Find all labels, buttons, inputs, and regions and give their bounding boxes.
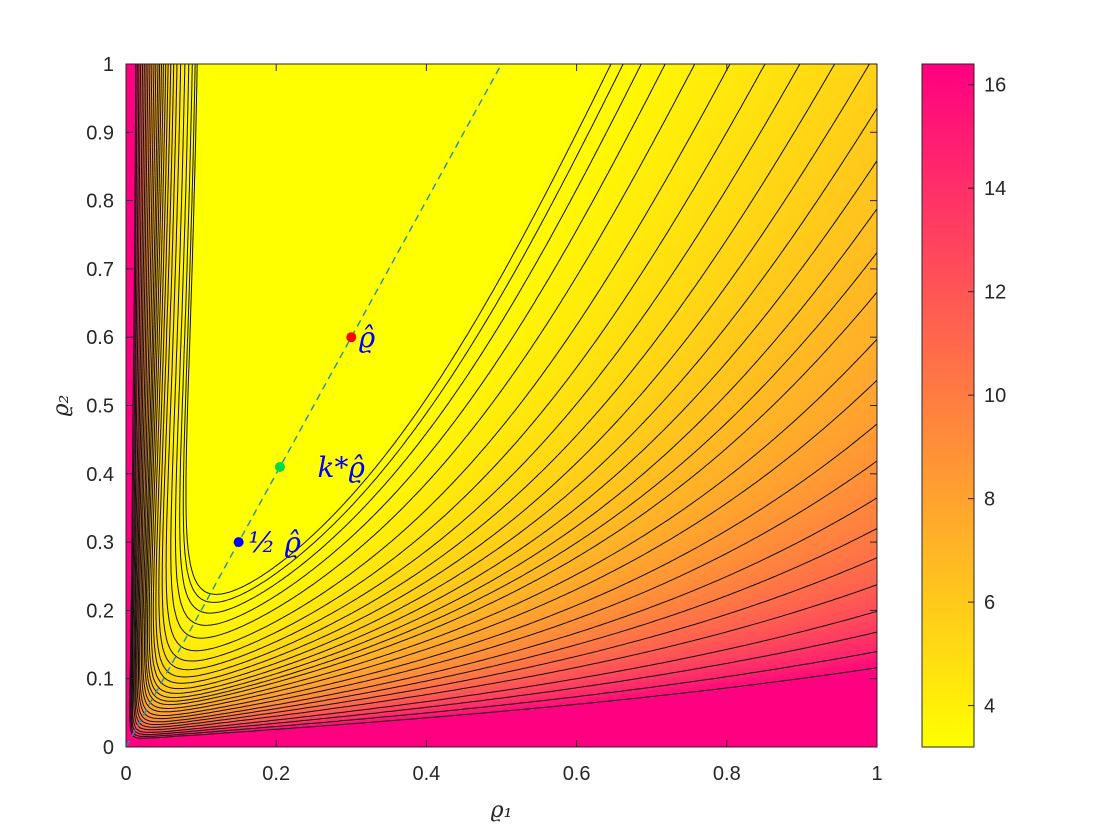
plot-area: ϱ̂ k*ϱ̂ ½ ϱ̂ (125, 63, 878, 748)
x-axis-label: ϱ₁ (491, 798, 513, 823)
contour-line-14 (144, 64, 877, 706)
annotation-0: ϱ̂ (359, 321, 376, 354)
colorbar-tick-label-0: 4 (984, 696, 995, 718)
contour-line-24 (131, 64, 877, 736)
contour-line-26 (129, 64, 877, 739)
annotations: ϱ̂ k*ϱ̂ ½ ϱ̂ (248, 321, 375, 559)
colorbar-ticks: 4 6 8 10 12 14 16 (968, 75, 1006, 718)
contour-line-22 (133, 64, 877, 731)
contour-line-18 (138, 64, 877, 720)
y-tick-label-4: 0.4 (86, 464, 114, 486)
contour-line-21 (134, 64, 877, 728)
contour-line-8 (155, 64, 836, 678)
y-tick-label-2: 0.2 (86, 600, 114, 622)
colorbar-tick-label-1: 6 (984, 592, 995, 614)
y-tick-label-7: 0.7 (86, 259, 114, 281)
y-tick-label-5: 0.5 (86, 396, 114, 418)
y-tick-label-10: 1 (103, 54, 114, 76)
y-tick-label-6: 0.6 (86, 327, 114, 349)
colorbar-tick-label-6: 16 (984, 75, 1006, 97)
x-tick-label-5: 1 (871, 763, 882, 785)
colorbar: 4 6 8 10 12 14 16 (921, 63, 1006, 748)
contour-line-15 (142, 64, 877, 709)
contour-line-19 (136, 64, 877, 723)
colorbar-tick-label-5: 14 (984, 178, 1006, 200)
contour-line-5 (165, 64, 731, 652)
contour-line-1 (182, 64, 624, 603)
y-tick-label-8: 0.8 (86, 191, 114, 213)
contour-line-16 (140, 64, 877, 713)
contour-line-25 (130, 64, 877, 737)
contour-line-9 (152, 64, 870, 684)
y-tick-label-1: 0.1 (86, 669, 114, 691)
contour-line-2 (179, 64, 642, 614)
x-tick-label-3: 0.6 (563, 763, 591, 785)
colorbar-tick-label-2: 8 (984, 489, 995, 511)
y-tick-label-3: 0.3 (86, 532, 114, 554)
contour-lines (129, 64, 877, 739)
x-axis: 0 0.2 0.4 0.6 0.8 1 (120, 64, 883, 785)
x-tick-label-4: 0.8 (713, 763, 741, 785)
colorbar-tick-label-4: 12 (984, 282, 1006, 304)
data-point-0 (346, 332, 357, 343)
contour-line-4 (170, 64, 696, 639)
data-point-2 (233, 537, 244, 548)
points (233, 332, 357, 548)
colorbar-tick-label-3: 10 (984, 385, 1006, 407)
contour-line-12 (146, 64, 877, 699)
contour-line-10 (150, 64, 877, 690)
x-tick-label-2: 0.4 (412, 763, 440, 785)
heatmap (126, 64, 877, 747)
colorbar-gradient (922, 64, 974, 747)
contour-line-17 (139, 64, 877, 716)
annotation-1: k*ϱ̂ (318, 451, 366, 484)
colorbar-frame (921, 63, 975, 748)
contour-line-11 (148, 64, 877, 694)
contour-line-7 (158, 64, 801, 671)
contour-line-13 (145, 64, 877, 702)
data-point-1 (274, 461, 285, 472)
contour-line-6 (161, 64, 766, 662)
annotation-2: ½ ϱ̂ (248, 526, 301, 559)
y-axis-label: ϱ₂ (49, 395, 74, 417)
contour-line-20 (135, 64, 877, 725)
contour-line-0 (185, 64, 612, 595)
contour-line-3 (174, 64, 666, 626)
x-tick-label-1: 0.2 (262, 763, 290, 785)
y-tick-label-0: 0 (103, 737, 114, 759)
y-axis: 0 0.1 0.2 0.3 0.4 0.5 0.6 0.7 0.8 0.9 1 (86, 54, 877, 759)
contour-line-23 (131, 64, 877, 733)
x-tick-label-0: 0 (120, 763, 131, 785)
ray-line (126, 64, 503, 747)
y-tick-label-9: 0.9 (86, 122, 114, 144)
